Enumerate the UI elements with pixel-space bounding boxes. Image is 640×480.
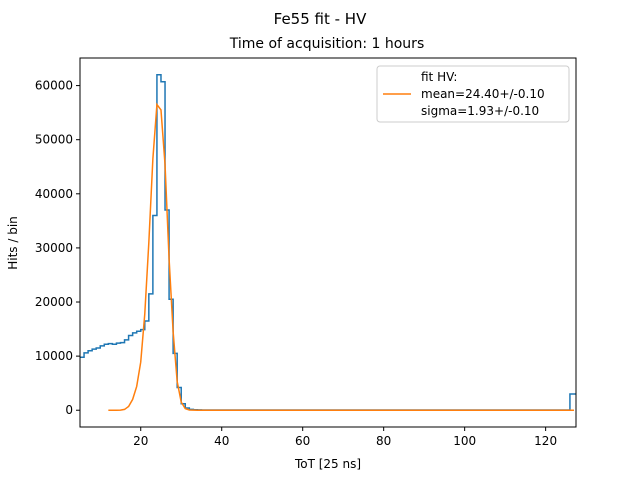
histogram-series: [80, 74, 576, 411]
x-axis-label: ToT [25 ns]: [294, 457, 361, 471]
x-tick-label: 40: [214, 434, 229, 448]
legend-box: [376, 65, 570, 123]
y-tick-label: 40000: [35, 187, 73, 201]
x-tick-label: 60: [295, 434, 310, 448]
y-tick-label: 0: [65, 403, 73, 417]
y-axis: 0 10000 20000 30000 40000 50000 60000: [35, 79, 80, 417]
chart-title: Fe55 fit - HV: [274, 10, 367, 28]
plot-area: [80, 74, 576, 411]
y-tick-label: 10000: [35, 349, 73, 363]
x-tick-label: 100: [453, 434, 476, 448]
y-tick-label: 50000: [35, 133, 73, 147]
y-tick-label: 20000: [35, 295, 73, 309]
chart-subtitle: Time of acquisition: 1 hours: [229, 36, 424, 52]
legend-sigma: sigma=1.93+/-0.10: [421, 104, 539, 118]
y-axis-label: Hits / bin: [6, 216, 20, 270]
x-tick-label: 120: [534, 434, 557, 448]
x-axis: 20 40 60 80 100 120: [133, 427, 557, 448]
y-tick-label: 60000: [35, 79, 73, 93]
legend-title: fit HV:: [421, 70, 457, 84]
plot-frame: [79, 57, 577, 428]
fit-curve-series: [108, 102, 574, 411]
legend-mean: mean=24.40+/-0.10: [421, 87, 545, 101]
legend: fit HV: mean=24.40+/-0.10 sigma=1.93+/-0…: [376, 65, 570, 123]
y-tick-label: 30000: [35, 241, 73, 255]
x-tick-label: 80: [376, 434, 391, 448]
x-tick-label: 20: [133, 434, 148, 448]
